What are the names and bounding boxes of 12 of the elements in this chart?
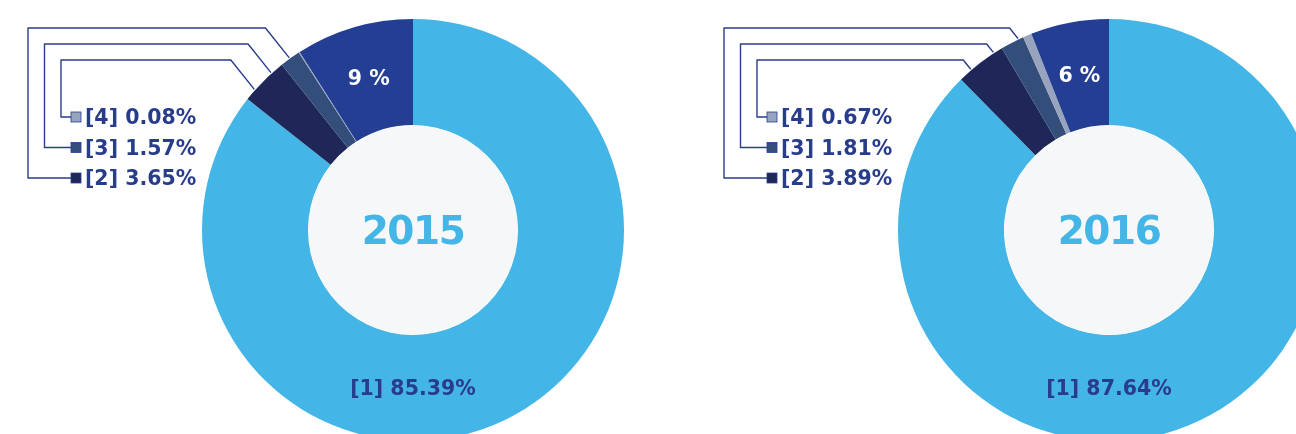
legend-label: [4] 0.67% [781, 105, 893, 129]
slice-label: [1] 87.64% [1046, 376, 1172, 400]
data-label: 9 % [347, 66, 390, 91]
legend-label: [2] 3.65% [85, 166, 197, 190]
legend-label: [4] 0.08% [85, 105, 197, 129]
text: 2015 [361, 207, 465, 253]
data-label: 6 % [1058, 62, 1101, 87]
slice-label: [1] 85.39% [350, 376, 476, 400]
legend-label: [2] 3.89% [781, 166, 893, 190]
legend-label: [3] 1.81% [781, 135, 893, 160]
text: 2016 [1057, 207, 1161, 253]
legend-label: [3] 1.57% [85, 135, 197, 160]
